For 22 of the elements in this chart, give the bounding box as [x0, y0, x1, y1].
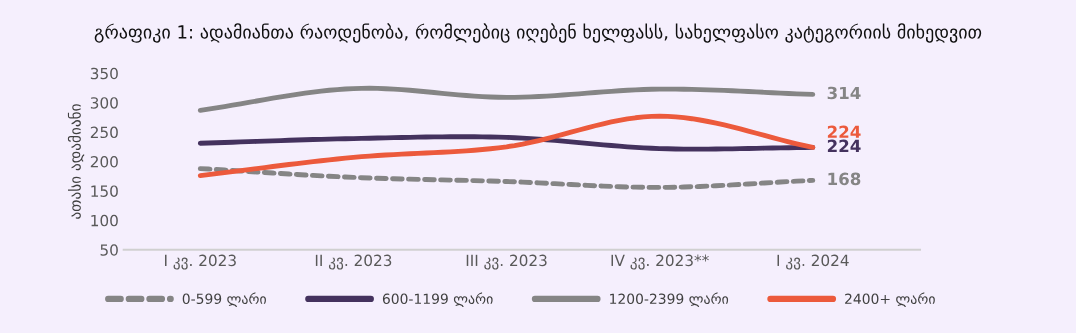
x-tick-label: II კვ. 2023	[315, 254, 392, 270]
y-tick-label: 350	[90, 67, 118, 80]
legend-label: 600-1199 ლარი	[382, 292, 493, 308]
legend-label: 1200-2399 ლარი	[610, 292, 729, 308]
x-tick-label: IV კვ. 2023**	[611, 254, 709, 270]
legend-label: 0-599 ლარი	[182, 292, 266, 308]
data-label: 224	[827, 125, 861, 138]
chart-title: გრაფიკი 1: ადამიანთა რაოდენობა, რომლებიც იღებენ ხელფასს, სახელფასო კატეგორიის მიხედვით	[94, 23, 982, 43]
x-tick-label: I კვ. 2024	[777, 254, 849, 270]
y-tick-label: 200	[90, 155, 118, 168]
data-label: 314	[827, 86, 861, 100]
y-tick-label: 100	[91, 214, 118, 227]
legend-label: 2400+ ლარი	[845, 292, 935, 308]
x-tick-label: III კვ. 2023	[466, 254, 547, 270]
y-axis-title: ათასი ადამიანი	[67, 104, 85, 219]
y-tick-label: 250	[90, 126, 118, 139]
data-label: 224	[827, 139, 861, 152]
x-tick-label: I კვ. 2023	[165, 254, 236, 270]
y-tick-label: 300	[90, 97, 118, 109]
data-label: 168	[828, 172, 861, 186]
y-tick-label: 50	[100, 244, 118, 256]
y-tick-label: 150	[91, 185, 118, 197]
